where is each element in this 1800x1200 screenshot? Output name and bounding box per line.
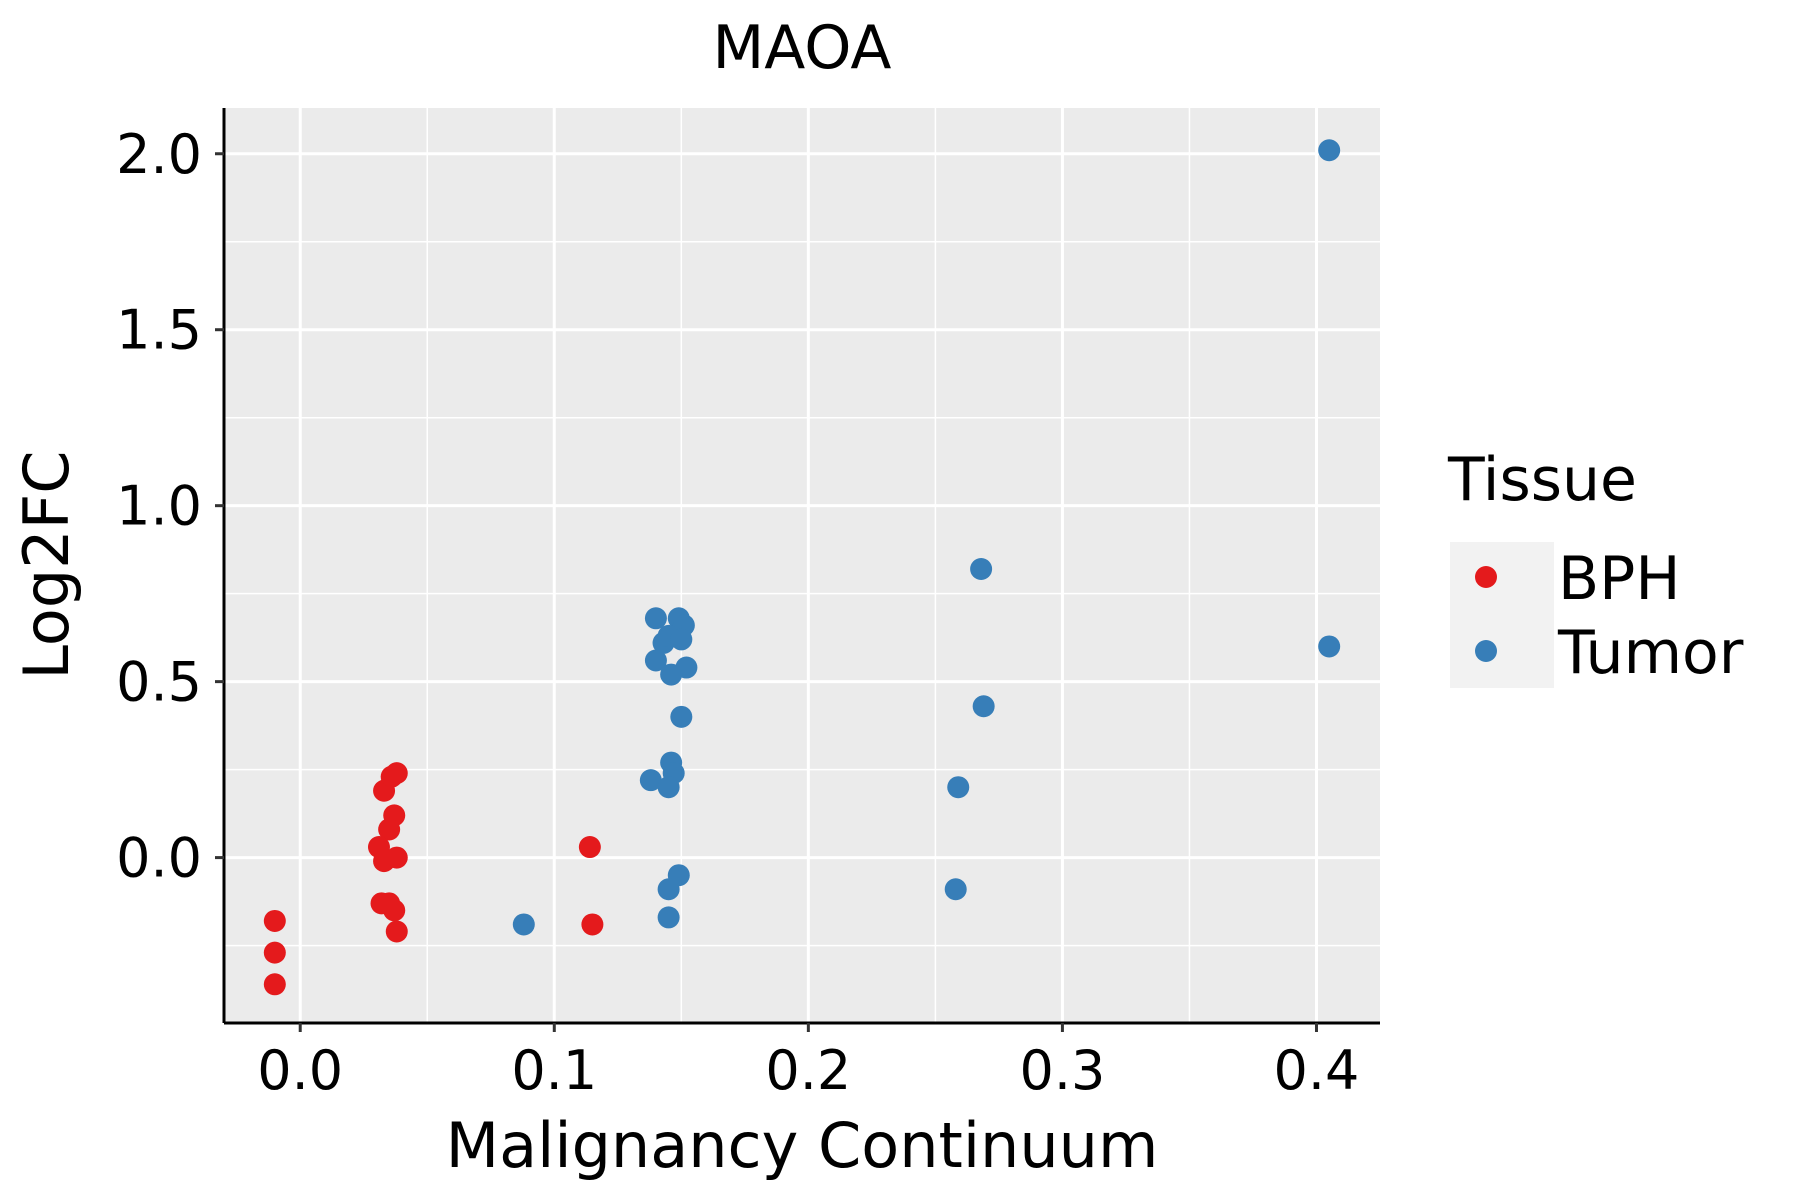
y-tick-label: 1.0	[116, 475, 202, 538]
point-bph	[578, 836, 601, 859]
point-tumor	[657, 906, 680, 929]
chart-title: MAOA	[713, 13, 892, 83]
y-tick-label: 1.5	[116, 299, 202, 362]
point-tumor	[512, 913, 535, 936]
x-tick-label: 0.0	[257, 1039, 343, 1102]
y-tick-label: 0.5	[116, 651, 202, 714]
point-bph	[263, 909, 286, 932]
x-tick-label: 0.3	[1019, 1039, 1105, 1102]
point-tumor	[970, 558, 993, 581]
legend-title: Tissue	[1447, 445, 1637, 515]
point-tumor	[1318, 635, 1341, 658]
point-bph	[263, 973, 286, 996]
point-tumor	[1318, 139, 1341, 162]
point-tumor	[944, 878, 967, 901]
point-tumor	[660, 663, 683, 686]
grid-minor	[224, 108, 1380, 1023]
legend-key-tumor	[1475, 640, 1497, 662]
legend-key-background	[1450, 542, 1554, 688]
legend: Tissue BPH Tumor	[1447, 445, 1744, 688]
point-tumor	[972, 695, 995, 718]
data-points	[263, 139, 1341, 996]
point-bph	[385, 920, 408, 943]
plot-panel	[224, 108, 1380, 1023]
point-bph	[385, 846, 408, 869]
y-axis-title: Log2FC	[10, 450, 83, 679]
x-tick-label: 0.1	[511, 1039, 597, 1102]
x-axis-title: Malignancy Continuum	[446, 1109, 1159, 1182]
point-tumor	[670, 705, 693, 728]
point-bph	[385, 762, 408, 785]
point-tumor	[947, 776, 970, 799]
point-bph	[383, 899, 406, 922]
point-tumor	[644, 649, 667, 672]
point-tumor	[670, 628, 693, 651]
y-tick-label: 0.0	[116, 827, 202, 890]
y-axis-ticks: 0.0 0.5 1.0 1.5 2.0	[116, 123, 224, 890]
legend-label-bph: BPH	[1558, 544, 1680, 614]
x-axis-ticks: 0.0 0.1 0.2 0.3 0.4	[257, 1023, 1359, 1102]
point-tumor	[657, 878, 680, 901]
legend-label-tumor: Tumor	[1557, 618, 1744, 688]
x-tick-label: 0.4	[1274, 1039, 1360, 1102]
grid-major	[224, 108, 1380, 1023]
y-tick-label: 2.0	[116, 123, 202, 186]
legend-key-bph	[1475, 566, 1497, 588]
point-bph	[581, 913, 604, 936]
point-tumor	[639, 769, 662, 792]
point-tumor	[644, 607, 667, 630]
point-bph	[263, 941, 286, 964]
point-tumor	[657, 776, 680, 799]
x-tick-label: 0.2	[765, 1039, 851, 1102]
point-bph	[378, 818, 401, 841]
